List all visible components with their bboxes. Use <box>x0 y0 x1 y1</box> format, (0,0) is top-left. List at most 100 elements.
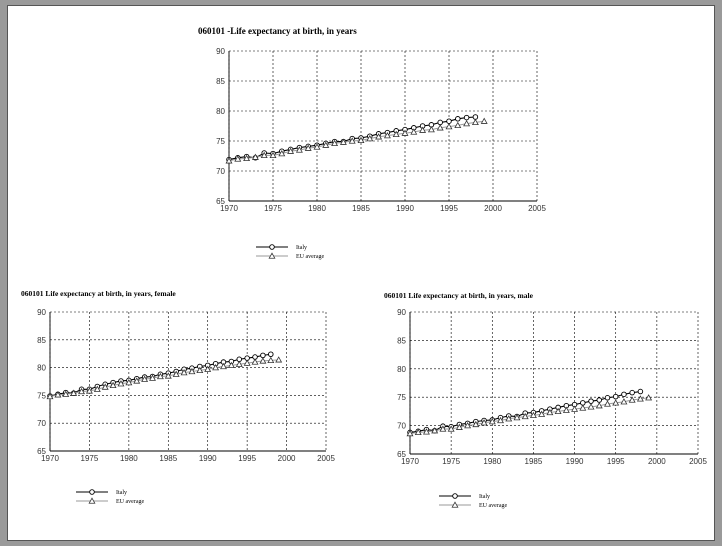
female-y-tick-label: 85 <box>37 336 46 345</box>
male-point-eu-average <box>546 408 554 416</box>
male-legend-label: Italy <box>479 494 490 500</box>
female-legend-label: Italy <box>116 490 127 496</box>
female-point-eu-average <box>78 387 86 395</box>
male-y-tick-label: 65 <box>397 450 406 459</box>
female-x-tick-label: 2000 <box>278 454 296 463</box>
total-point-eu-average <box>243 154 251 162</box>
total-point-eu-average <box>322 141 330 148</box>
male-y-tick-label: 90 <box>397 308 406 317</box>
female-point-eu-average <box>109 381 117 389</box>
female-y-tick-label: 70 <box>37 419 46 428</box>
male-legend-marker-1 <box>451 501 459 508</box>
total-point-eu-average <box>410 128 418 135</box>
female-point-eu-average <box>85 387 93 394</box>
total-point-eu-average <box>278 149 286 157</box>
total-point-italy <box>472 114 479 120</box>
total-point-eu-average <box>480 117 488 124</box>
male-x-tick-label: 1980 <box>483 457 501 466</box>
male-y-tick-label: 80 <box>397 365 406 374</box>
total-legend-marker-1 <box>268 252 276 259</box>
female-point-eu-average <box>133 377 141 384</box>
male-point-eu-average <box>579 404 587 411</box>
total-point-eu-average <box>383 131 391 139</box>
female-point-eu-average <box>188 367 196 375</box>
total-x-tick-label: 1990 <box>396 204 414 213</box>
total-point-eu-average <box>348 137 356 144</box>
male-point-eu-average <box>612 399 620 406</box>
male-point-eu-average <box>620 398 628 405</box>
total-legend-label: EU average <box>296 254 324 260</box>
male-point-eu-average <box>464 421 472 429</box>
male-point-eu-average <box>447 425 455 432</box>
male-x-tick-label: 2005 <box>689 457 707 466</box>
total-point-eu-average <box>436 124 444 131</box>
male-point-eu-average <box>513 414 521 421</box>
male-point-eu-average <box>439 425 447 432</box>
total-point-eu-average <box>251 153 259 160</box>
total-point-eu-average <box>471 118 479 126</box>
total-x-tick-label: 1975 <box>264 204 282 213</box>
male-y-tick-label: 75 <box>397 393 406 402</box>
total-point-eu-average <box>269 151 277 159</box>
male-point-eu-average <box>604 400 611 407</box>
male-x-tick-label: 1995 <box>607 457 625 466</box>
female-x-tick-label: 1980 <box>120 454 138 463</box>
male-point-italy <box>588 398 594 404</box>
male-point-eu-average <box>587 403 595 410</box>
total-point-eu-average <box>304 144 312 151</box>
female-x-tick-label: 1970 <box>41 454 59 463</box>
female-x-tick-label: 1985 <box>159 454 177 463</box>
male-x-tick-label: 2000 <box>648 457 666 466</box>
male-point-italy <box>604 395 611 401</box>
total-point-eu-average <box>287 147 295 154</box>
chart-title-total: 060101 -Life expectancy at birth, in yea… <box>198 26 357 36</box>
chart-title-female: 060101 Life expectancy at birth, in year… <box>21 289 176 298</box>
total-x-tick-label: 1995 <box>440 204 458 213</box>
female-y-tick-label: 75 <box>37 391 46 400</box>
female-point-eu-average <box>62 390 70 397</box>
female-point-eu-average <box>46 392 54 400</box>
male-x-tick-label: 1985 <box>525 457 543 466</box>
female-point-eu-average <box>54 391 62 398</box>
total-point-eu-average <box>392 130 400 138</box>
total-point-eu-average <box>445 122 453 130</box>
male-point-italy <box>596 397 603 403</box>
male-y-tick-label: 70 <box>397 422 406 431</box>
male-point-eu-average <box>422 428 430 435</box>
male-y-tick-label: 85 <box>397 336 406 345</box>
total-point-eu-average <box>463 119 471 127</box>
total-point-eu-average <box>357 136 365 144</box>
female-point-eu-average <box>227 361 235 369</box>
male-point-eu-average <box>472 420 480 428</box>
female-legend-label: EU average <box>116 499 144 505</box>
total-y-tick-label: 70 <box>216 167 225 176</box>
total-point-eu-average <box>427 125 435 133</box>
male-point-italy <box>637 388 644 395</box>
female-x-tick-label: 1975 <box>81 454 99 463</box>
total-point-eu-average <box>331 139 339 147</box>
female-point-eu-average <box>172 370 180 377</box>
total-point-italy <box>437 119 443 126</box>
male-point-eu-average <box>431 427 439 434</box>
male-point-italy <box>629 389 635 396</box>
male-series-line-eu-average <box>409 397 649 435</box>
female-point-eu-average <box>70 389 78 396</box>
female-y-tick-label: 65 <box>37 447 46 456</box>
total-y-tick-label: 85 <box>216 77 225 86</box>
female-point-eu-average <box>267 356 275 364</box>
male-point-eu-average <box>455 423 463 430</box>
male-point-eu-average <box>595 402 603 409</box>
total-y-tick-label: 65 <box>216 197 225 206</box>
female-point-eu-average <box>180 368 188 376</box>
male-point-eu-average <box>521 412 529 420</box>
male-point-eu-average <box>636 395 644 402</box>
chart-total: 1970 1975 1980 1985 1990 1995 2000 2005 65 70 75 80… <box>37 47 707 509</box>
total-x-tick-label: 1985 <box>352 204 370 213</box>
male-point-eu-average <box>645 394 653 401</box>
female-point-eu-average <box>275 356 283 363</box>
female-point-eu-average <box>125 378 133 386</box>
total-legend-marker-0 <box>269 244 275 250</box>
female-point-eu-average <box>243 359 251 366</box>
female-x-tick-label: 1995 <box>238 454 256 463</box>
total-x-tick-label: 2000 <box>484 204 502 213</box>
